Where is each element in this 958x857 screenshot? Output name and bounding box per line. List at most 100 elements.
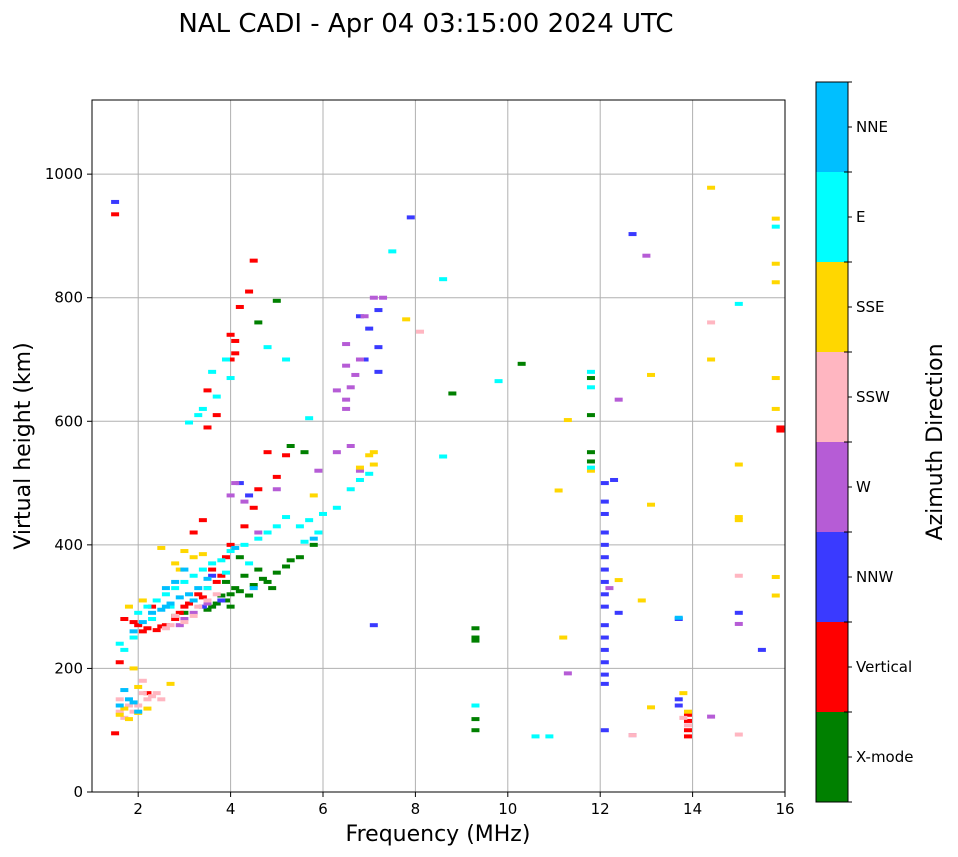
data-point xyxy=(776,428,785,433)
data-point xyxy=(240,542,249,547)
data-point xyxy=(180,617,189,621)
data-point xyxy=(332,388,341,393)
data-point xyxy=(254,567,263,572)
data-point xyxy=(134,623,143,628)
data-point xyxy=(231,586,240,591)
data-point xyxy=(369,450,378,455)
data-point xyxy=(586,369,595,374)
data-point xyxy=(124,717,133,722)
data-point xyxy=(198,406,207,411)
data-point xyxy=(124,697,133,702)
data-point xyxy=(189,573,198,578)
data-point xyxy=(439,277,448,282)
data-point xyxy=(628,733,637,738)
data-point xyxy=(309,536,318,541)
y-tick-label: 0 xyxy=(73,783,83,801)
series-e xyxy=(115,224,780,739)
data-point xyxy=(180,604,189,609)
data-point xyxy=(249,258,258,263)
data-point xyxy=(771,216,780,221)
data-point xyxy=(111,199,120,204)
data-point xyxy=(707,320,716,325)
data-point xyxy=(180,579,189,584)
data-point xyxy=(346,444,355,448)
data-point xyxy=(614,578,623,583)
data-point xyxy=(254,320,263,325)
data-point xyxy=(683,709,692,714)
data-point xyxy=(272,570,281,575)
data-point xyxy=(157,624,166,629)
data-point xyxy=(600,681,609,686)
plot-background xyxy=(92,100,785,792)
data-point xyxy=(226,549,235,554)
data-point xyxy=(166,623,175,628)
data-point xyxy=(115,712,124,717)
data-point xyxy=(402,317,411,322)
plot-area: 2 4 6 8 10 12 14 16 0 200 400 600 800 1000 xyxy=(45,99,795,818)
data-point xyxy=(231,338,240,343)
data-point xyxy=(286,558,295,563)
data-point xyxy=(707,357,716,362)
data-point xyxy=(134,703,143,708)
colorbar-frame xyxy=(815,81,849,803)
data-point xyxy=(683,734,692,739)
data-point xyxy=(355,314,364,319)
data-point xyxy=(171,586,180,591)
x-tick-label: 14 xyxy=(683,800,702,818)
data-point xyxy=(221,357,230,362)
data-point xyxy=(517,361,526,366)
data-point xyxy=(180,610,189,615)
data-point xyxy=(600,660,609,665)
data-point xyxy=(586,465,595,470)
data-point xyxy=(217,573,226,578)
data-point xyxy=(235,555,244,560)
colorbar-segment xyxy=(816,82,848,172)
data-point xyxy=(203,601,212,606)
data-point xyxy=(346,487,355,492)
colorbar-segment xyxy=(816,352,848,442)
data-point xyxy=(226,542,235,547)
data-point xyxy=(586,450,595,455)
data-point xyxy=(120,617,129,621)
series-x-mode xyxy=(171,298,595,733)
data-point xyxy=(683,728,692,733)
data-point xyxy=(254,487,263,492)
data-point xyxy=(647,372,656,377)
data-point xyxy=(240,573,249,578)
data-point xyxy=(734,732,743,737)
data-point xyxy=(249,583,258,588)
data-point xyxy=(683,712,692,717)
data-point xyxy=(198,567,207,572)
data-point xyxy=(134,610,143,615)
data-point xyxy=(605,586,614,591)
data-point xyxy=(674,615,683,620)
data-point xyxy=(171,613,180,618)
data-point xyxy=(189,555,198,560)
data-point xyxy=(129,629,138,634)
data-point xyxy=(600,635,609,640)
data-point xyxy=(198,552,207,557)
data-point xyxy=(771,261,780,266)
data-point xyxy=(776,425,785,430)
data-point xyxy=(295,524,304,529)
data-point xyxy=(734,610,743,615)
data-point xyxy=(647,502,656,507)
data-point xyxy=(683,723,692,728)
data-point xyxy=(148,694,157,699)
data-point xyxy=(161,586,170,591)
data-point xyxy=(208,573,217,578)
x-tick-label: 12 xyxy=(591,800,610,818)
data-point xyxy=(166,601,175,606)
data-point xyxy=(707,714,716,719)
data-point xyxy=(138,678,147,683)
data-point xyxy=(647,705,656,710)
data-point xyxy=(143,691,152,696)
data-point xyxy=(171,579,180,584)
data-point xyxy=(355,357,364,362)
x-tick-label: 8 xyxy=(411,800,421,818)
data-point xyxy=(235,589,244,594)
series-ssw xyxy=(115,320,743,738)
data-point xyxy=(129,700,138,705)
colorbar-segment xyxy=(816,172,848,262)
